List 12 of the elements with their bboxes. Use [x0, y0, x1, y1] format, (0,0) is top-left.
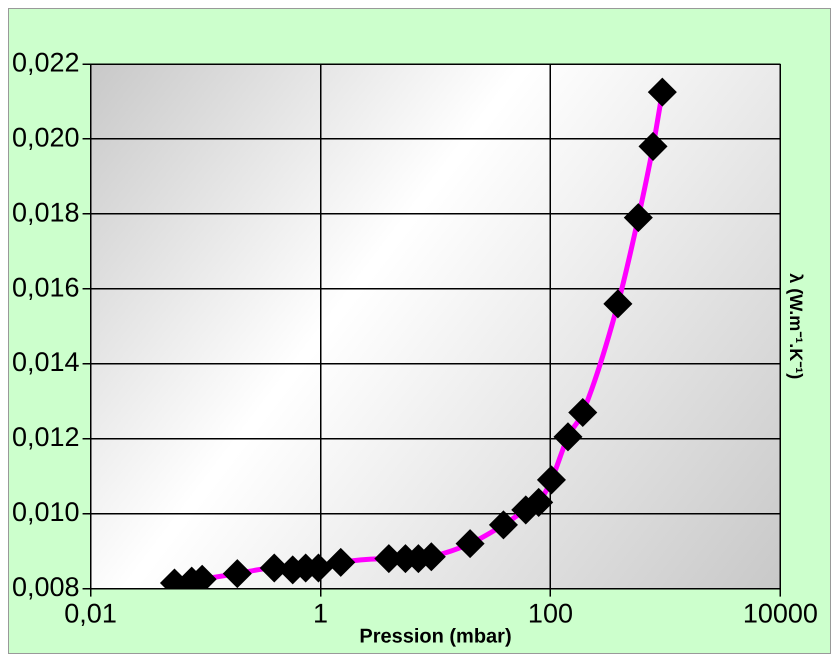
- y-tick-label: 0,018: [12, 197, 80, 228]
- y-tick-label: 0,020: [12, 122, 80, 152]
- y-tick-label: 0,014: [12, 347, 80, 378]
- y-tick-label: 0,010: [12, 497, 80, 528]
- x-axis-title: Pression (mbar): [359, 626, 512, 648]
- y-tick-label: 0,022: [12, 47, 80, 78]
- x-tick-label: 100: [528, 598, 573, 628]
- x-tick-label: 10000: [742, 598, 818, 628]
- x-tick-label: 1: [312, 598, 328, 628]
- y-axis-title: λ (W.m⁻¹.K⁻¹): [786, 273, 806, 380]
- y-tick-label: 0,012: [12, 422, 80, 452]
- y-tick-label: 0,016: [12, 272, 80, 302]
